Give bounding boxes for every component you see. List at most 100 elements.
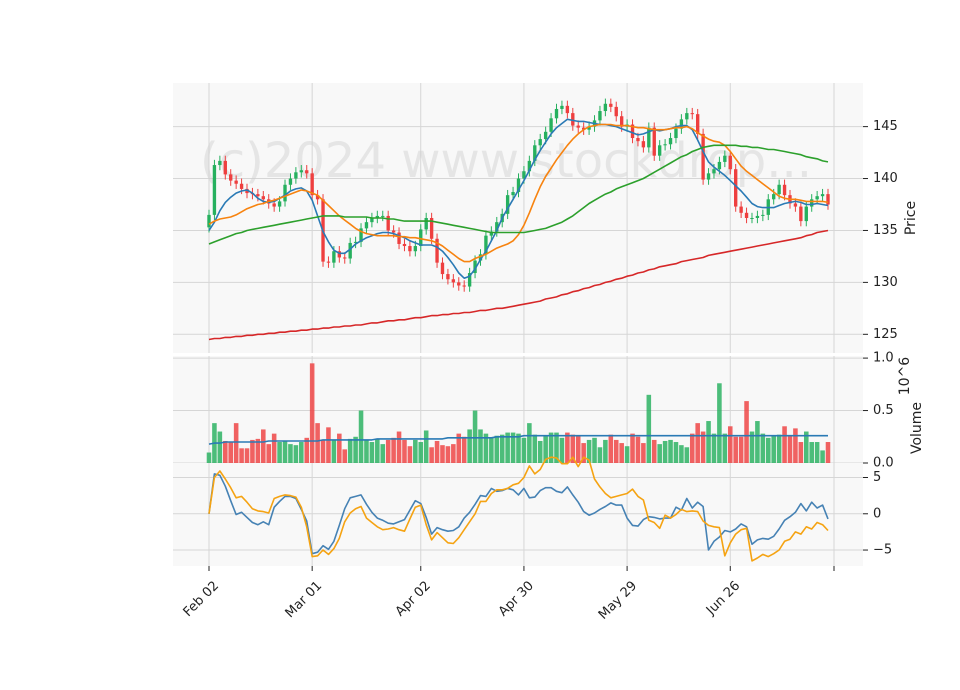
candle-body <box>734 169 738 207</box>
indicator-panel: −5 0 5 <box>173 456 892 566</box>
volume-bar <box>804 431 809 463</box>
volume-bar <box>662 440 668 463</box>
candle-body <box>207 214 211 228</box>
candle-body <box>706 173 711 180</box>
candle-body <box>696 114 700 134</box>
candle-body <box>522 171 526 179</box>
volume-bar <box>261 429 266 463</box>
volume-bar <box>651 439 657 463</box>
x-tick-label: Apr 30 <box>496 578 537 619</box>
candle-body <box>614 106 618 117</box>
candle-body <box>435 238 439 263</box>
volume-bar <box>673 442 679 463</box>
volume-bar <box>337 433 342 463</box>
candle-body <box>657 145 662 156</box>
volume-bar <box>787 435 793 463</box>
volume-bar <box>282 440 288 463</box>
indicator-ytick-label: 5 <box>873 470 881 485</box>
candle-body <box>772 194 776 200</box>
volume-bar <box>722 433 728 463</box>
volume-bar <box>505 432 510 463</box>
candle-body <box>679 119 684 129</box>
volume-bar <box>239 448 244 463</box>
volume-bar <box>380 444 386 463</box>
volume-bar <box>744 401 749 463</box>
candle-body <box>543 131 548 140</box>
volume-bar <box>385 439 391 463</box>
candle-body <box>261 196 265 200</box>
volume-bar <box>456 433 462 463</box>
candle-body <box>712 169 716 174</box>
candle-body <box>386 215 390 231</box>
volume-bar <box>575 435 581 463</box>
candle-body <box>245 188 249 194</box>
volume-bar <box>494 435 500 463</box>
volume-bar <box>434 440 440 463</box>
price-ma-line-1 <box>208 118 829 280</box>
candle-body <box>462 285 466 287</box>
volume-bar <box>597 447 603 463</box>
candle-body <box>761 214 765 216</box>
candle-body <box>489 231 494 236</box>
volume-bar <box>733 436 738 463</box>
candle-body <box>419 229 423 247</box>
price-background <box>173 83 863 353</box>
candle-body <box>668 138 673 145</box>
volume-bar <box>407 446 413 463</box>
volume-bar <box>250 439 255 463</box>
volume-bar <box>559 437 565 463</box>
volume-bar <box>396 431 402 463</box>
indicator-ytick-label: −5 <box>873 543 892 558</box>
volume-bar <box>646 394 652 463</box>
volume-bar <box>320 439 326 463</box>
volume-bar <box>635 436 641 463</box>
candle-body <box>391 230 396 233</box>
volume-bar <box>554 432 559 463</box>
volume-bar <box>624 446 630 463</box>
volume-bar <box>233 423 239 463</box>
volume-bar <box>749 431 755 463</box>
candle-body <box>408 246 412 252</box>
candle-body <box>799 206 803 222</box>
volume-bar <box>619 443 624 463</box>
volume-bar <box>271 433 277 463</box>
volume-bar <box>472 410 478 463</box>
candle-body <box>581 127 586 130</box>
candle-body <box>424 218 428 230</box>
candle-body <box>685 113 689 120</box>
volume-bar <box>418 442 424 463</box>
volume-bar <box>315 423 320 463</box>
volume-bar <box>369 442 375 463</box>
candle-body <box>533 145 537 161</box>
price-panel: 125 130 135 140 145 (c)2024 www.stockdrop... P… <box>173 83 919 353</box>
price-ytick-label: 130 <box>873 275 898 290</box>
volume-bar <box>304 437 310 463</box>
volume-ytick-label: 0.5 <box>873 403 894 418</box>
candle-body <box>294 172 298 179</box>
volume-bar <box>586 439 592 463</box>
candle-body <box>451 279 456 283</box>
candle-body <box>690 113 694 115</box>
candle-body <box>239 183 244 189</box>
volume-bar <box>423 430 429 463</box>
volume-bar <box>309 363 315 463</box>
candle-body <box>619 116 624 127</box>
candle-body <box>381 215 385 217</box>
volume-bar <box>223 440 228 463</box>
candle-body <box>565 105 570 114</box>
candle-body <box>375 215 380 218</box>
candle-body <box>717 161 722 170</box>
x-tick-label: Jun 26 <box>703 578 743 618</box>
candle-body <box>305 170 309 174</box>
candle-body <box>446 274 450 280</box>
volume-bar <box>793 428 798 463</box>
candle-body <box>549 118 553 132</box>
volume-bar <box>543 435 548 463</box>
candle-body <box>647 127 651 148</box>
volume-bar <box>331 439 337 463</box>
candle-body <box>663 144 667 146</box>
x-tick-label: May 29 <box>596 578 640 622</box>
price-ma-line-3 <box>208 144 829 245</box>
volume-bar <box>700 431 706 463</box>
volume-bar <box>521 437 527 463</box>
